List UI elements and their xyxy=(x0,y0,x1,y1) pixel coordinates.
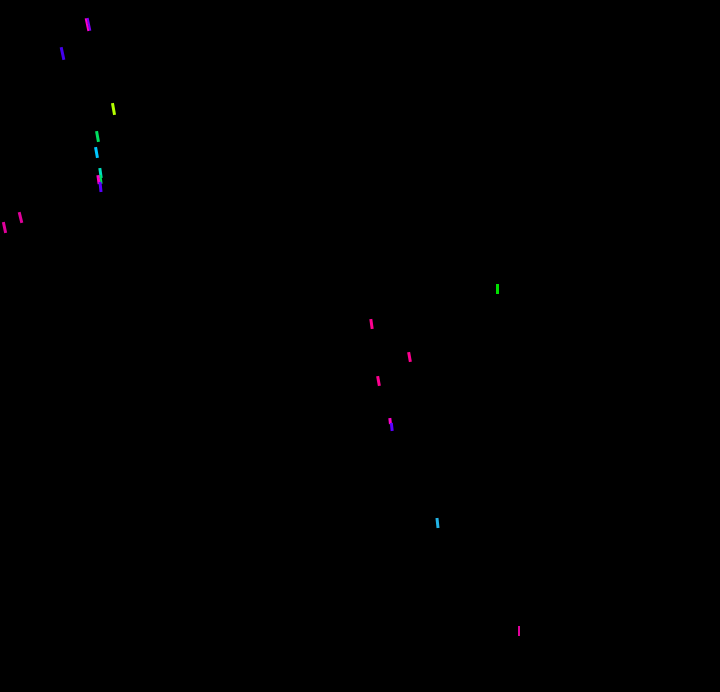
scatter-mark xyxy=(388,417,394,432)
scatter-mark xyxy=(110,102,117,116)
scatter-mark-segment xyxy=(435,517,440,529)
scatter-mark-segment xyxy=(369,318,374,330)
scatter-mark-segment xyxy=(407,351,412,363)
scatter-mark-segment xyxy=(389,422,394,432)
scatter-mark xyxy=(407,351,412,363)
scatter-mark xyxy=(376,375,381,387)
scatter-mark xyxy=(17,211,24,224)
scatter-mark xyxy=(518,626,520,636)
scatter-mark-segment xyxy=(110,102,117,116)
scatter-mark xyxy=(59,46,66,61)
scatter-mark-segment xyxy=(496,284,499,294)
scatter-mark-segment xyxy=(518,626,520,636)
scatter-mark-segment xyxy=(376,375,381,387)
scatter-mark xyxy=(95,130,100,143)
scatter-mark-segment xyxy=(95,130,100,143)
scatter-mark xyxy=(369,318,374,330)
scatter-mark-segment xyxy=(59,46,66,61)
scatter-mark xyxy=(496,284,499,294)
scatter-mark xyxy=(1,221,8,234)
scatter-mark xyxy=(435,517,440,529)
scatter-mark-segment xyxy=(94,146,99,159)
scatter-mark xyxy=(84,17,92,32)
scatter-mark-segment xyxy=(1,221,8,234)
scatter-mark xyxy=(94,146,99,159)
scatter-mark-segment xyxy=(17,211,24,224)
